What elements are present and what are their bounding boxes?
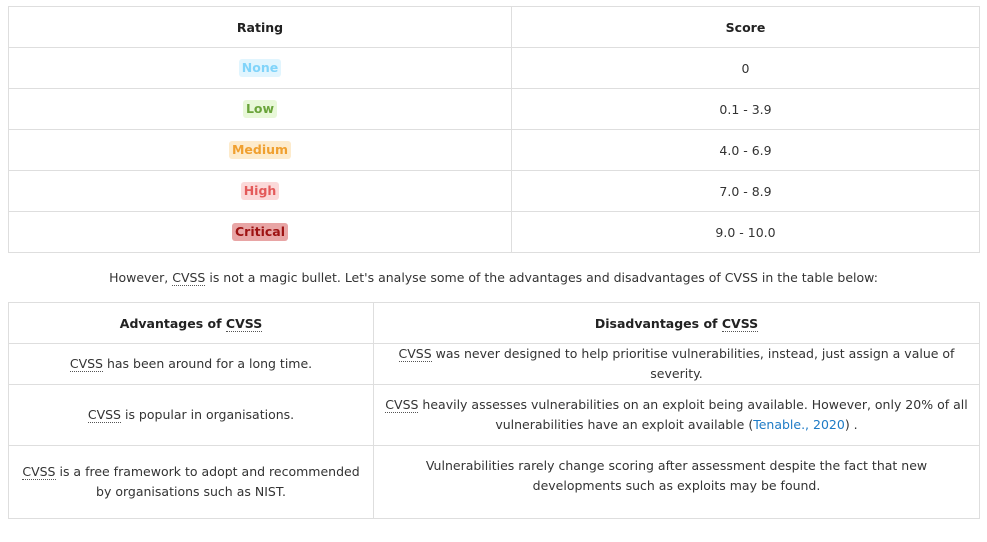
header-score: Score [511, 6, 980, 48]
table-row: Critical 9.0 - 10.0 [8, 211, 980, 253]
table-row: CVSS is a free framework to adopt and re… [8, 445, 980, 519]
rating-cell: Critical [8, 211, 512, 253]
rating-badge-none: None [238, 59, 282, 77]
disadvantage-cell: CVSS was never designed to help prioriti… [373, 343, 980, 385]
header-advantages-prefix: Advantages of [119, 315, 226, 331]
advantage-cell: CVSS is popular in organisations. [8, 384, 374, 446]
score-cell: 4.0 - 6.9 [511, 129, 980, 171]
cvss-abbreviation[interactable]: CVSS [172, 270, 206, 286]
rating-cell: Medium [8, 129, 512, 171]
table-row: CVSS is popular in organisations. CVSS h… [8, 384, 980, 446]
cvss-abbreviation[interactable]: CVSS [398, 346, 432, 362]
rating-badge-low: Low [242, 100, 278, 118]
rating-badge-critical: Critical [231, 223, 288, 241]
header-advantages: Advantages of CVSS [8, 302, 374, 344]
disadvantage-cell: Vulnerabilities rarely change scoring af… [373, 445, 980, 519]
table-row: High 7.0 - 8.9 [8, 170, 980, 212]
compare-header-row: Advantages of CVSS Disadvantages of CVSS [8, 302, 980, 344]
intro-after: is not a magic bullet. Let's analyse som… [205, 270, 878, 285]
rating-cell: Low [8, 88, 512, 130]
rating-cell: High [8, 170, 512, 212]
disadvantage-text: heavily assesses vulnerabilities on an e… [418, 397, 968, 432]
tenable-citation-link[interactable]: Tenable., 2020 [753, 417, 845, 432]
advantage-text: has been around for a long time. [103, 356, 313, 371]
ratings-header-row: Rating Score [8, 6, 980, 48]
score-cell: 0.1 - 3.9 [511, 88, 980, 130]
cvss-abbreviation[interactable]: CVSS [721, 315, 759, 332]
table-row: None 0 [8, 47, 980, 89]
cvss-abbreviation[interactable]: CVSS [22, 464, 56, 480]
rating-badge-medium: Medium [228, 141, 292, 159]
rating-cell: None [8, 47, 512, 89]
table-row: CVSS has been around for a long time. CV… [8, 343, 980, 385]
advantage-cell: CVSS has been around for a long time. [8, 343, 374, 385]
header-disadvantages: Disadvantages of CVSS [373, 302, 980, 344]
advantage-cell: CVSS is a free framework to adopt and re… [8, 445, 374, 519]
intro-paragraph: However, CVSS is not a magic bullet. Let… [8, 270, 979, 286]
table-row: Low 0.1 - 3.9 [8, 88, 980, 130]
cvss-abbreviation[interactable]: CVSS [225, 315, 263, 332]
score-cell: 0 [511, 47, 980, 89]
ratings-table: Rating Score None 0 Low 0.1 - 3.9 Medium… [8, 6, 980, 253]
header-rating: Rating [8, 6, 512, 48]
intro-before: However, [109, 270, 173, 285]
cvss-abbreviation[interactable]: CVSS [69, 356, 103, 372]
table-row: Medium 4.0 - 6.9 [8, 129, 980, 171]
score-cell: 7.0 - 8.9 [511, 170, 980, 212]
cvss-abbreviation[interactable]: CVSS [385, 397, 419, 413]
header-disadvantages-prefix: Disadvantages of [594, 315, 722, 331]
score-cell: 9.0 - 10.0 [511, 211, 980, 253]
rating-badge-high: High [240, 182, 280, 200]
disadvantage-text-end: ) . [844, 417, 858, 432]
advantage-text: is popular in organisations. [121, 407, 295, 422]
disadvantage-text: was never designed to help prioritise vu… [431, 346, 955, 381]
advantage-text: is a free framework to adopt and recomme… [55, 464, 360, 499]
advantages-disadvantages-table: Advantages of CVSS Disadvantages of CVSS… [8, 302, 980, 519]
disadvantage-cell: CVSS heavily assesses vulnerabilities on… [373, 384, 980, 446]
cvss-abbreviation[interactable]: CVSS [87, 407, 121, 423]
